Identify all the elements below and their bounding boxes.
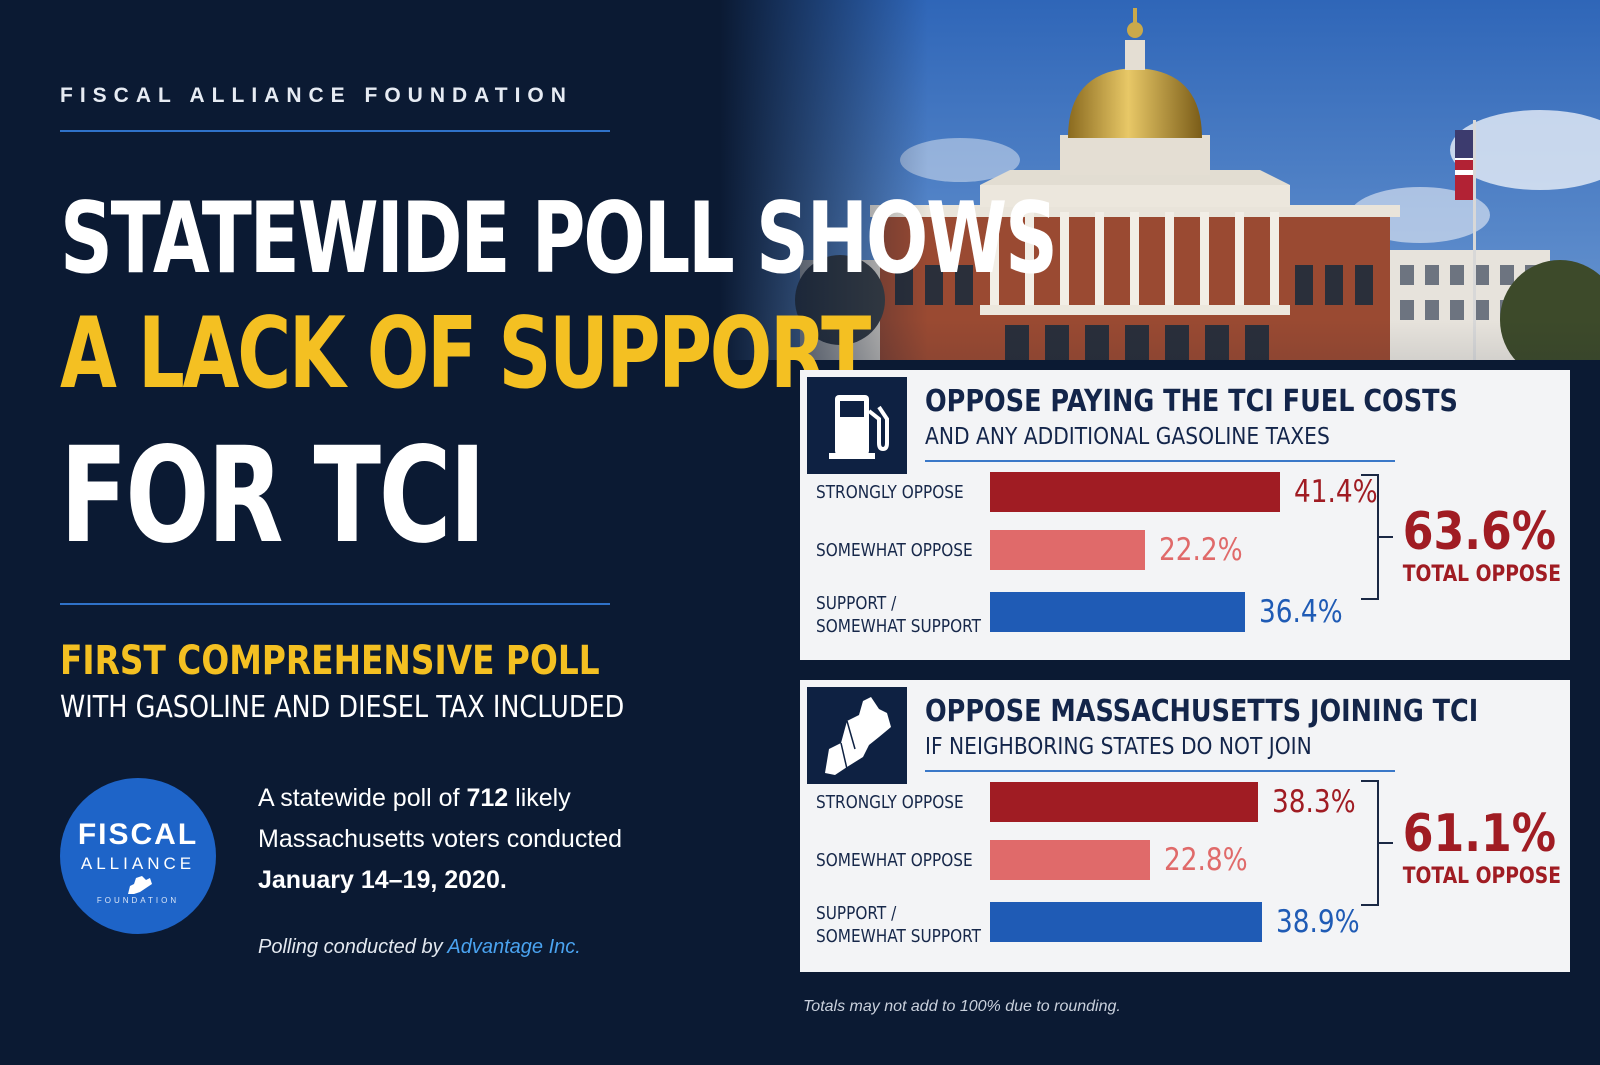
pollster-link[interactable]: Advantage Inc.	[447, 936, 581, 958]
new-england-map-icon	[807, 687, 907, 784]
total-bracket	[1361, 780, 1379, 906]
total-bracket	[1379, 536, 1393, 538]
divider	[60, 603, 610, 605]
chart-panel-joining-tci: OPPOSE MASSACHUSETTS JOINING TCI IF NEIG…	[800, 680, 1570, 972]
blurb-text: A statewide poll of	[258, 784, 467, 812]
headline-line-2: A LACK OF SUPPORT	[60, 297, 871, 411]
value-label: 38.3%	[1272, 784, 1356, 820]
value-label: 41.4%	[1293, 474, 1378, 510]
category-label: SOMEWHAT OPPOSE	[816, 540, 973, 561]
total-oppose-value: 61.1%	[1402, 804, 1557, 864]
blurb-text: likely Massachusetts voters conducted	[258, 784, 623, 853]
org-name: FISCAL ALLIANCE FOUNDATION	[60, 84, 573, 107]
chart-subtitle: AND ANY ADDITIONAL GASOLINE TAXES	[925, 424, 1330, 450]
category-label: SUPPORT / SOMEWHAT SUPPORT	[816, 903, 982, 947]
poll-description: A statewide poll of 712 likely Massachus…	[258, 778, 698, 901]
bar-support	[990, 902, 1263, 942]
total-oppose-label: TOTAL OPPOSE	[1402, 864, 1562, 889]
chart-subtitle: IF NEIGHBORING STATES DO NOT JOIN	[925, 734, 1312, 760]
logo-word-fiscal: FISCAL	[77, 818, 199, 851]
total-bracket	[1379, 842, 1393, 844]
bar-somewhat-oppose	[990, 840, 1150, 880]
category-label: STRONGLY OPPOSE	[816, 792, 964, 813]
sample-size: 712	[466, 784, 509, 812]
category-label: STRONGLY OPPOSE	[816, 482, 964, 503]
poll-credit: Polling conducted by Advantage Inc.	[258, 936, 581, 959]
chart-title: OPPOSE PAYING THE TCI FUEL COSTS	[925, 384, 1458, 419]
chart-panel-fuel-costs: OPPOSE PAYING THE TCI FUEL COSTS AND ANY…	[800, 370, 1570, 660]
headline-line-1: STATEWIDE POLL SHOWS	[60, 182, 1058, 296]
footnote: Totals may not add to 100% due to roundi…	[803, 998, 1121, 1015]
subhead-line-2: WITH GASOLINE AND DIESEL TAX INCLUDED	[60, 690, 625, 725]
category-label: SOMEWHAT OPPOSE	[816, 850, 973, 871]
divider	[925, 770, 1395, 772]
new-england-map-icon	[128, 876, 152, 894]
value-label: 22.8%	[1163, 842, 1248, 878]
bar-somewhat-oppose	[990, 530, 1146, 570]
logo-word-alliance: ALLIANCE	[80, 854, 196, 873]
bar-strongly-oppose	[990, 782, 1259, 822]
chart-title: OPPOSE MASSACHUSETTS JOINING TCI	[925, 694, 1479, 729]
category-label: SUPPORT / SOMEWHAT SUPPORT	[816, 593, 982, 637]
headline-line-3: FOR TCI	[60, 419, 486, 573]
divider	[60, 130, 610, 132]
divider	[925, 460, 1395, 462]
fiscal-alliance-logo: FISCAL ALLIANCE FOUNDATION	[60, 778, 216, 934]
credit-prefix: Polling conducted by	[258, 936, 448, 958]
bar-support	[990, 592, 1245, 632]
bar-strongly-oppose	[990, 472, 1280, 512]
logo-word-foundation: FOUNDATION	[96, 896, 180, 905]
total-bracket	[1361, 474, 1379, 600]
subhead-line-1: FIRST COMPREHENSIVE POLL	[60, 638, 600, 684]
total-oppose-label: TOTAL OPPOSE	[1402, 562, 1562, 587]
value-label: 22.2%	[1159, 532, 1244, 568]
total-oppose-value: 63.6%	[1402, 502, 1557, 562]
poll-dates: January 14–19, 2020.	[258, 866, 507, 894]
gas-pump-icon	[807, 377, 907, 474]
value-label: 38.9%	[1276, 904, 1361, 940]
value-label: 36.4%	[1258, 594, 1343, 630]
